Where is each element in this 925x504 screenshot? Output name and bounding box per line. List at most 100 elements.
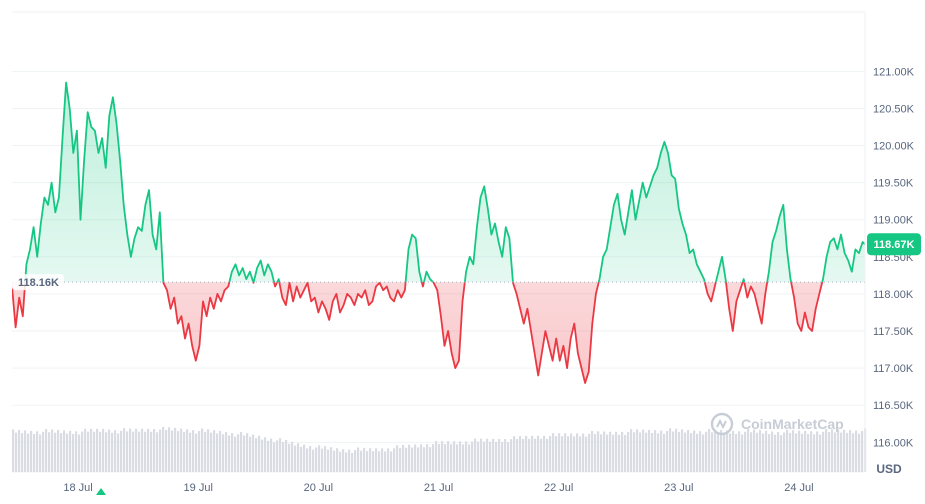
volume-bar	[402, 444, 405, 472]
baseline-marker: 118.16K	[12, 274, 64, 291]
y-tick-label: 121.00K	[873, 66, 915, 78]
y-tick-label: 116.50K	[873, 400, 914, 412]
x-tick-label: 18 Jul	[63, 482, 92, 494]
volume-bar	[426, 444, 429, 472]
volume-bar	[111, 432, 114, 472]
volume-bar	[633, 432, 636, 472]
volume-bar	[321, 448, 324, 472]
volume-bar	[783, 432, 786, 472]
volume-bar	[105, 432, 108, 472]
volume-bar	[423, 447, 426, 472]
volume-bar	[273, 442, 276, 472]
volume-bar	[735, 434, 738, 472]
volume-bar	[114, 430, 117, 472]
volume-bar	[858, 433, 861, 472]
volume-bar	[615, 431, 618, 472]
volume-bar	[87, 431, 90, 472]
volume-bar	[456, 444, 459, 472]
volume-bar	[471, 441, 474, 472]
volume-bar	[561, 436, 564, 472]
time-marker-icon[interactable]	[96, 488, 106, 495]
volume-bar	[744, 431, 747, 472]
volume-bar	[480, 438, 483, 472]
watermark-text: CoinMarketCap	[741, 416, 844, 432]
x-tick-label: 23 Jul	[664, 482, 693, 494]
volume-bar	[489, 441, 492, 472]
volume-bar	[609, 431, 612, 472]
volume-bar	[624, 434, 627, 472]
volume-bar	[387, 448, 390, 472]
volume-bar	[732, 430, 735, 472]
volume-bar	[795, 433, 798, 472]
volume-bar	[498, 438, 501, 472]
volume-bar	[669, 428, 672, 472]
y-tick-label: 118.00K	[873, 289, 914, 301]
volume-bar	[822, 431, 825, 472]
volume-bar	[603, 431, 606, 472]
volume-bar	[792, 430, 795, 472]
volume-bar	[483, 441, 486, 472]
volume-bar	[192, 430, 195, 472]
volume-bar	[198, 430, 201, 472]
volume-bar	[831, 429, 834, 472]
volume-bar	[723, 433, 726, 472]
volume-bar	[96, 428, 99, 472]
volume-bar	[432, 444, 435, 472]
volume-bar	[333, 450, 336, 472]
volume-bar	[135, 428, 138, 472]
volume-bar	[123, 428, 126, 472]
volume-bar	[300, 446, 303, 472]
volume-bar	[57, 429, 60, 472]
volume-bar	[69, 430, 72, 472]
volume-bar	[543, 435, 546, 472]
volume-bar	[120, 430, 123, 472]
volume-bar	[534, 438, 537, 472]
volume-bar	[348, 449, 351, 472]
volume-bar	[102, 428, 105, 472]
volume-bar	[42, 431, 45, 472]
volume-bar	[450, 444, 453, 472]
volume-bar	[210, 432, 213, 472]
volume-bar	[768, 434, 771, 472]
x-tick-label: 20 Jul	[304, 482, 333, 494]
volume-bar	[288, 443, 291, 472]
volume-bar	[468, 444, 471, 472]
volume-bar	[327, 449, 330, 472]
volume-bar	[216, 433, 219, 472]
volume-bar	[366, 451, 369, 472]
volume-bar	[369, 448, 372, 472]
volume-bar	[486, 438, 489, 472]
volume-bar	[657, 433, 660, 472]
volume-bar	[774, 434, 777, 472]
volume-bar	[171, 430, 174, 472]
volume-bar	[147, 428, 150, 472]
volume-bar	[726, 430, 729, 472]
volume-bar	[600, 434, 603, 472]
volume-bar	[351, 452, 354, 472]
volume-bar	[576, 433, 579, 472]
volume-bar	[177, 431, 180, 472]
volume-bar	[654, 430, 657, 472]
volume-bar	[213, 430, 216, 472]
current-price-label: 118.67K	[874, 239, 915, 251]
volume-bar	[729, 433, 732, 472]
volume-bar	[276, 440, 279, 472]
x-tick-label: 22 Jul	[544, 482, 573, 494]
volume-bar	[510, 439, 513, 472]
volume-bar	[33, 434, 36, 472]
volume-bar	[564, 433, 567, 472]
volume-bar	[60, 433, 63, 472]
volume-bar	[588, 433, 591, 472]
volume-bar	[357, 447, 360, 472]
volume-bar	[465, 441, 468, 472]
volume-bar	[807, 434, 810, 472]
volume-bar	[558, 433, 561, 472]
volume-bar	[720, 429, 723, 472]
volume-bar	[330, 447, 333, 472]
volume-bar	[309, 446, 312, 472]
volume-bar	[816, 431, 819, 472]
volume-bar	[15, 432, 18, 472]
volume-bar	[708, 429, 711, 472]
volume-bar	[687, 429, 690, 472]
